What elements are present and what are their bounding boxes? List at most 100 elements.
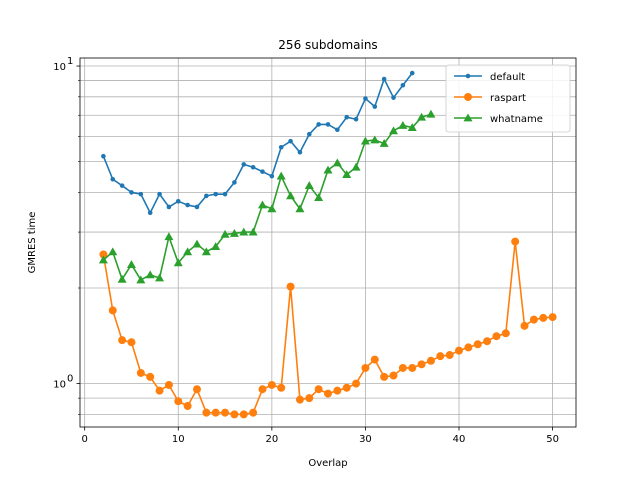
data-point <box>249 408 258 417</box>
x-tick-label: 20 <box>265 434 278 445</box>
data-point <box>157 191 162 197</box>
data-point <box>372 104 378 109</box>
series-layer <box>98 70 557 419</box>
data-point <box>455 346 464 355</box>
data-point <box>250 164 256 170</box>
data-point <box>297 150 303 155</box>
data-point <box>342 383 351 392</box>
data-point <box>267 204 277 213</box>
data-point <box>127 338 136 347</box>
data-point <box>98 255 108 264</box>
legend-marker <box>464 93 472 101</box>
data-point <box>426 356 435 365</box>
data-point <box>332 158 342 167</box>
data-point <box>306 131 312 137</box>
data-point <box>305 394 314 403</box>
data-point <box>220 229 230 238</box>
legend-label: whatname <box>490 114 543 125</box>
data-point <box>370 355 379 364</box>
data-point <box>380 372 389 381</box>
data-point <box>183 247 193 256</box>
data-point <box>381 76 387 82</box>
data-point <box>194 204 200 210</box>
data-point <box>136 368 145 377</box>
data-point <box>101 153 106 159</box>
data-point <box>391 95 396 100</box>
data-point <box>155 273 165 282</box>
x-axis: 0 10 20 30 40 50 <box>81 427 559 445</box>
data-point <box>239 410 248 419</box>
x-tick-label: 50 <box>546 434 559 445</box>
x-tick-label: 30 <box>359 434 372 445</box>
data-point <box>211 408 220 417</box>
x-tick-label: 10 <box>172 434 185 445</box>
y-tick-label: 10 <box>53 62 66 73</box>
data-point <box>398 363 407 372</box>
data-point <box>201 247 211 256</box>
data-point <box>539 313 548 322</box>
data-point <box>352 379 361 388</box>
data-point <box>257 200 267 209</box>
data-point <box>353 116 359 122</box>
data-point <box>389 371 398 380</box>
data-point <box>370 135 380 144</box>
data-point <box>473 340 482 349</box>
data-point <box>241 162 247 167</box>
data-point <box>258 385 267 394</box>
legend-entry-whatname: whatname <box>454 113 543 125</box>
data-point <box>398 120 408 129</box>
legend-entry-default: default <box>454 72 525 83</box>
legend-label: raspart <box>490 93 526 104</box>
data-point <box>174 397 183 406</box>
data-point <box>221 408 230 417</box>
data-point <box>324 389 332 398</box>
data-point <box>379 139 389 147</box>
data-point <box>529 315 538 324</box>
legend-box <box>445 64 571 133</box>
data-point <box>335 127 340 133</box>
data-point <box>192 239 202 248</box>
data-point <box>278 144 284 150</box>
data-point <box>492 332 501 341</box>
data-point <box>211 242 221 250</box>
data-point <box>361 363 370 372</box>
data-point <box>117 274 127 283</box>
data-point <box>136 275 146 284</box>
data-point <box>426 109 436 118</box>
data-point <box>145 270 155 279</box>
legend-marker <box>463 113 473 122</box>
data-point <box>222 191 228 197</box>
data-point <box>409 70 415 76</box>
data-point <box>400 82 406 88</box>
data-point <box>146 372 155 381</box>
plot-frame <box>79 57 577 428</box>
data-point <box>295 395 304 404</box>
data-point <box>288 138 293 144</box>
data-point <box>248 227 258 236</box>
series-raspart <box>99 237 557 419</box>
series-whatname <box>98 109 436 284</box>
data-point <box>126 260 136 268</box>
data-point <box>314 385 323 394</box>
data-point <box>267 380 276 389</box>
data-point <box>147 210 153 216</box>
series-default <box>101 70 415 216</box>
y-tick-exponent: 1 <box>67 56 73 67</box>
data-point <box>323 165 333 174</box>
data-point <box>230 410 239 419</box>
data-point <box>164 380 173 389</box>
x-axis-title: Overlap <box>308 458 347 469</box>
data-point <box>417 112 427 121</box>
data-point <box>445 351 454 360</box>
legend-label: default <box>490 72 525 83</box>
legend: default raspart whatname <box>445 64 571 133</box>
data-point <box>229 228 239 237</box>
data-point <box>175 199 181 204</box>
data-point <box>173 258 183 267</box>
data-point <box>277 383 286 392</box>
data-point <box>325 122 331 127</box>
data-point <box>129 190 134 195</box>
data-point <box>511 237 520 246</box>
data-point <box>304 181 314 190</box>
